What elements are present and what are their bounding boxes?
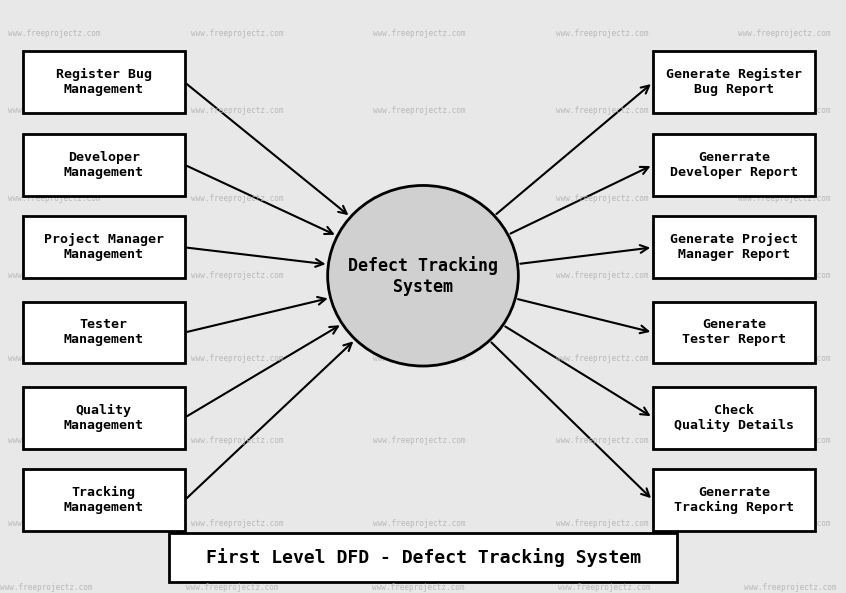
Text: www.freeprojectz.com: www.freeprojectz.com bbox=[556, 436, 648, 445]
Text: www.freeprojectz.com: www.freeprojectz.com bbox=[373, 519, 466, 528]
Text: www.freeprojectz.com: www.freeprojectz.com bbox=[556, 271, 648, 280]
Ellipse shape bbox=[327, 186, 519, 366]
Text: www.freeprojectz.com: www.freeprojectz.com bbox=[738, 436, 831, 445]
Text: www.freeprojectz.com: www.freeprojectz.com bbox=[8, 271, 101, 280]
Text: www.freeprojectz.com: www.freeprojectz.com bbox=[8, 29, 101, 38]
FancyBboxPatch shape bbox=[653, 134, 815, 196]
Text: www.freeprojectz.com: www.freeprojectz.com bbox=[8, 106, 101, 115]
Text: www.freeprojectz.com: www.freeprojectz.com bbox=[8, 354, 101, 363]
Text: www.freeprojectz.com: www.freeprojectz.com bbox=[191, 354, 283, 363]
Text: Register Bug
Management: Register Bug Management bbox=[56, 68, 151, 96]
Text: www.freeprojectz.com: www.freeprojectz.com bbox=[738, 271, 831, 280]
Text: Generrate
Tracking Report: Generrate Tracking Report bbox=[674, 486, 794, 514]
Text: www.freeprojectz.com: www.freeprojectz.com bbox=[556, 519, 648, 528]
Text: www.freeprojectz.com: www.freeprojectz.com bbox=[373, 29, 466, 38]
Text: Developer
Management: Developer Management bbox=[63, 151, 144, 179]
Text: www.freeprojectz.com: www.freeprojectz.com bbox=[373, 354, 466, 363]
Text: www.freeprojectz.com: www.freeprojectz.com bbox=[8, 519, 101, 528]
FancyBboxPatch shape bbox=[653, 469, 815, 531]
Text: First Level DFD - Defect Tracking System: First Level DFD - Defect Tracking System bbox=[206, 548, 640, 567]
FancyBboxPatch shape bbox=[23, 469, 184, 531]
Text: www.freeprojectz.com: www.freeprojectz.com bbox=[738, 29, 831, 38]
Text: www.freeprojectz.com: www.freeprojectz.com bbox=[738, 194, 831, 203]
FancyBboxPatch shape bbox=[653, 52, 815, 113]
Text: www.freeprojectz.com: www.freeprojectz.com bbox=[373, 271, 466, 280]
Text: www.freeprojectz.com: www.freeprojectz.com bbox=[738, 519, 831, 528]
Text: www.freeprojectz.com: www.freeprojectz.com bbox=[8, 436, 101, 445]
Text: www.freeprojectz.com: www.freeprojectz.com bbox=[738, 106, 831, 115]
FancyBboxPatch shape bbox=[23, 216, 184, 278]
Text: Tester
Management: Tester Management bbox=[63, 318, 144, 346]
Text: www.freeprojectz.com: www.freeprojectz.com bbox=[191, 106, 283, 115]
Text: www.freeprojectz.com: www.freeprojectz.com bbox=[738, 354, 831, 363]
FancyBboxPatch shape bbox=[653, 301, 815, 364]
FancyBboxPatch shape bbox=[23, 52, 184, 113]
Text: Check
Quality Details: Check Quality Details bbox=[674, 404, 794, 432]
FancyBboxPatch shape bbox=[23, 387, 184, 448]
Text: www.freeprojectz.com: www.freeprojectz.com bbox=[744, 583, 837, 592]
Text: www.freeprojectz.com: www.freeprojectz.com bbox=[373, 436, 466, 445]
Text: www.freeprojectz.com: www.freeprojectz.com bbox=[191, 519, 283, 528]
Text: Tracking
Management: Tracking Management bbox=[63, 486, 144, 514]
FancyBboxPatch shape bbox=[23, 301, 184, 364]
Text: www.freeprojectz.com: www.freeprojectz.com bbox=[191, 194, 283, 203]
Text: www.freeprojectz.com: www.freeprojectz.com bbox=[558, 583, 651, 592]
Text: www.freeprojectz.com: www.freeprojectz.com bbox=[556, 106, 648, 115]
Text: www.freeprojectz.com: www.freeprojectz.com bbox=[556, 354, 648, 363]
Text: www.freeprojectz.com: www.freeprojectz.com bbox=[0, 583, 92, 592]
Text: www.freeprojectz.com: www.freeprojectz.com bbox=[556, 29, 648, 38]
Text: www.freeprojectz.com: www.freeprojectz.com bbox=[556, 194, 648, 203]
Text: www.freeprojectz.com: www.freeprojectz.com bbox=[373, 194, 466, 203]
Text: Generate Project
Manager Report: Generate Project Manager Report bbox=[670, 234, 798, 262]
Text: www.freeprojectz.com: www.freeprojectz.com bbox=[191, 436, 283, 445]
Text: Generate Register
Bug Report: Generate Register Bug Report bbox=[666, 68, 802, 96]
Text: Project Manager
Management: Project Manager Management bbox=[44, 234, 164, 262]
Text: Generrate
Developer Report: Generrate Developer Report bbox=[670, 151, 798, 179]
Text: www.freeprojectz.com: www.freeprojectz.com bbox=[191, 271, 283, 280]
FancyBboxPatch shape bbox=[169, 533, 677, 582]
Text: www.freeprojectz.com: www.freeprojectz.com bbox=[191, 29, 283, 38]
FancyBboxPatch shape bbox=[23, 134, 184, 196]
Text: www.freeprojectz.com: www.freeprojectz.com bbox=[373, 106, 466, 115]
Text: www.freeprojectz.com: www.freeprojectz.com bbox=[372, 583, 464, 592]
FancyBboxPatch shape bbox=[653, 216, 815, 278]
FancyBboxPatch shape bbox=[653, 387, 815, 448]
Text: Generate
Tester Report: Generate Tester Report bbox=[682, 318, 786, 346]
Text: www.freeprojectz.com: www.freeprojectz.com bbox=[186, 583, 278, 592]
Text: Quality
Management: Quality Management bbox=[63, 404, 144, 432]
Text: www.freeprojectz.com: www.freeprojectz.com bbox=[8, 194, 101, 203]
Text: Defect Tracking
System: Defect Tracking System bbox=[348, 256, 498, 296]
